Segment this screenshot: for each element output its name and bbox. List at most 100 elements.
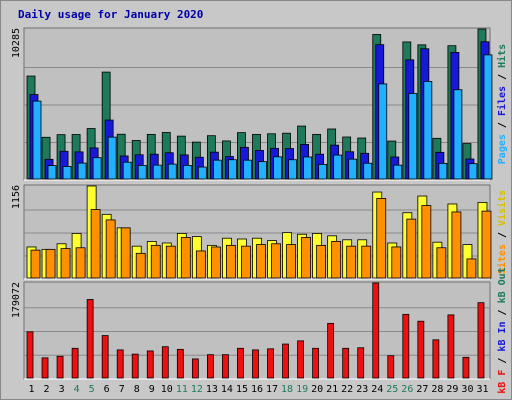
- legend-item-visits: Visits: [496, 190, 508, 226]
- legend-separator: /: [497, 68, 508, 86]
- bar-pages-day-10: [167, 163, 177, 180]
- legend-item-hits: Hits: [496, 44, 508, 68]
- bar-sites-day-6: [105, 219, 116, 279]
- bar-pages-day-27: [423, 81, 433, 180]
- bar-pages-day-11: [182, 165, 192, 180]
- bar-kb-f-day-6: [101, 335, 109, 379]
- bar-sites-day-29: [451, 211, 462, 279]
- x-tick-day-12: 12: [191, 384, 203, 395]
- legend-item-files: Files: [496, 86, 508, 116]
- bar-pages-day-6: [107, 136, 117, 180]
- x-tick-day-16: 16: [251, 384, 263, 395]
- x-tick-day-13: 13: [206, 384, 218, 395]
- bar-sites-day-21: [331, 240, 342, 279]
- bar-pages-day-26: [408, 93, 418, 180]
- bar-pages-day-7: [122, 161, 132, 180]
- bar-sites-day-1: [30, 249, 41, 279]
- bar-kb-f-day-31: [477, 302, 485, 379]
- bar-pages-day-21: [333, 154, 343, 180]
- bar-pages-day-22: [348, 158, 358, 180]
- bar-sites-day-5: [90, 209, 101, 279]
- bar-sites-day-25: [391, 246, 402, 279]
- bar-kb-f-day-16: [252, 349, 259, 379]
- bar-kb-f-day-21: [327, 322, 335, 379]
- x-tick-day-29: 29: [446, 384, 458, 395]
- legend-item-sites: Sites: [496, 244, 508, 274]
- bar-sites-day-27: [421, 205, 432, 279]
- y-max-label: 10285: [11, 28, 22, 58]
- bar-sites-day-31: [481, 210, 492, 279]
- bar-sites-day-16: [256, 244, 266, 279]
- bar-sites-day-12: [195, 250, 206, 279]
- bar-sites-day-9: [150, 244, 161, 279]
- bar-sites-day-3: [60, 248, 71, 279]
- bar-kb-f-day-7: [116, 349, 124, 379]
- bar-kb-f-day-1: [26, 331, 34, 379]
- bar-kb-f-day-29: [447, 314, 455, 379]
- x-tick-day-19: 19: [296, 384, 308, 395]
- bar-pages-day-5: [92, 157, 102, 180]
- x-axis-labels: 1 2 3 4 5 6 7 8 9 10 11 12 13 14 15 16 17 18 19 20 21 22 23 24 2…: [29, 384, 489, 395]
- x-tick-day-17: 17: [266, 384, 278, 395]
- legend-item-pages: Pages: [497, 134, 508, 164]
- bar-sites-day-15: [241, 245, 251, 279]
- x-tick-day-23: 23: [356, 384, 368, 395]
- x-tick-day-4: 4: [74, 384, 80, 395]
- bar-sites-day-23: [361, 245, 372, 279]
- bar-kb-f-day-15: [237, 347, 244, 379]
- bar-kb-f-day-4: [71, 347, 79, 379]
- bar-kb-f-day-24: [372, 282, 380, 379]
- x-tick-day-20: 20: [311, 384, 323, 395]
- bar-pages-day-9: [152, 164, 162, 180]
- bar-pages-day-15: [243, 159, 252, 180]
- bar-sites-day-7: [120, 227, 131, 279]
- x-tick-day-21: 21: [326, 384, 338, 395]
- legend-separator: /: [497, 226, 508, 244]
- panel-kbin-kbout-kbf: 179072 kB F / kB In / kB Out: [11, 267, 508, 393]
- bar-sites-day-11: [180, 237, 191, 279]
- bar-sites-day-22: [346, 245, 357, 279]
- x-tick-day-27: 27: [416, 384, 428, 395]
- bar-kb-f-day-13: [206, 354, 214, 379]
- bar-kb-f-day-19: [297, 340, 304, 379]
- x-tick-day-6: 6: [104, 384, 110, 395]
- chart-title: Daily usage for January 2020: [18, 8, 203, 21]
- x-tick-day-9: 9: [149, 384, 155, 395]
- bar-sites-day-2: [45, 248, 56, 279]
- bar-pages-day-12: [197, 166, 207, 180]
- legend-item-kb-in: kB In: [497, 321, 508, 351]
- x-tick-day-11: 11: [176, 384, 188, 395]
- bar-pages-day-8: [137, 165, 147, 180]
- bar-sites-day-28: [436, 247, 447, 279]
- x-tick-day-28: 28: [431, 384, 443, 395]
- x-tick-day-1: 1: [29, 384, 35, 395]
- legend-item-kb-out: kB Out: [497, 267, 508, 303]
- bar-kb-f-day-25: [387, 355, 395, 379]
- bar-pages-day-28: [438, 162, 448, 180]
- x-tick-day-5: 5: [89, 384, 95, 395]
- bar-pages-day-3: [62, 166, 72, 180]
- x-tick-day-14: 14: [221, 384, 233, 395]
- x-tick-day-31: 31: [476, 384, 488, 395]
- bar-kb-f-day-14: [222, 354, 229, 379]
- bar-pages-day-16: [258, 161, 267, 180]
- panel-visits-sites: 1156 Sites / Visits: [11, 184, 508, 280]
- bar-kb-f-day-2: [41, 357, 49, 379]
- x-tick-day-7: 7: [119, 384, 125, 395]
- bar-kb-f-day-5: [86, 299, 94, 379]
- bar-kb-f-day-17: [267, 348, 274, 379]
- bar-sites-day-30: [466, 258, 477, 279]
- x-tick-day-8: 8: [134, 384, 140, 395]
- bar-sites-day-14: [226, 244, 236, 279]
- bar-pages-day-20: [318, 164, 328, 180]
- y-max-label: 1156: [11, 185, 22, 209]
- x-tick-day-26: 26: [401, 384, 413, 395]
- bar-sites-day-26: [406, 218, 417, 279]
- bar-pages-day-25: [393, 164, 403, 180]
- bar-pages-day-18: [288, 159, 297, 180]
- panel-hits-files-pages: 10285 Pages / Files / Hits: [11, 27, 508, 181]
- x-tick-day-10: 10: [161, 384, 173, 395]
- x-tick-day-22: 22: [341, 384, 353, 395]
- bar-pages-day-19: [303, 156, 312, 180]
- bar-sites-day-19: [301, 237, 311, 279]
